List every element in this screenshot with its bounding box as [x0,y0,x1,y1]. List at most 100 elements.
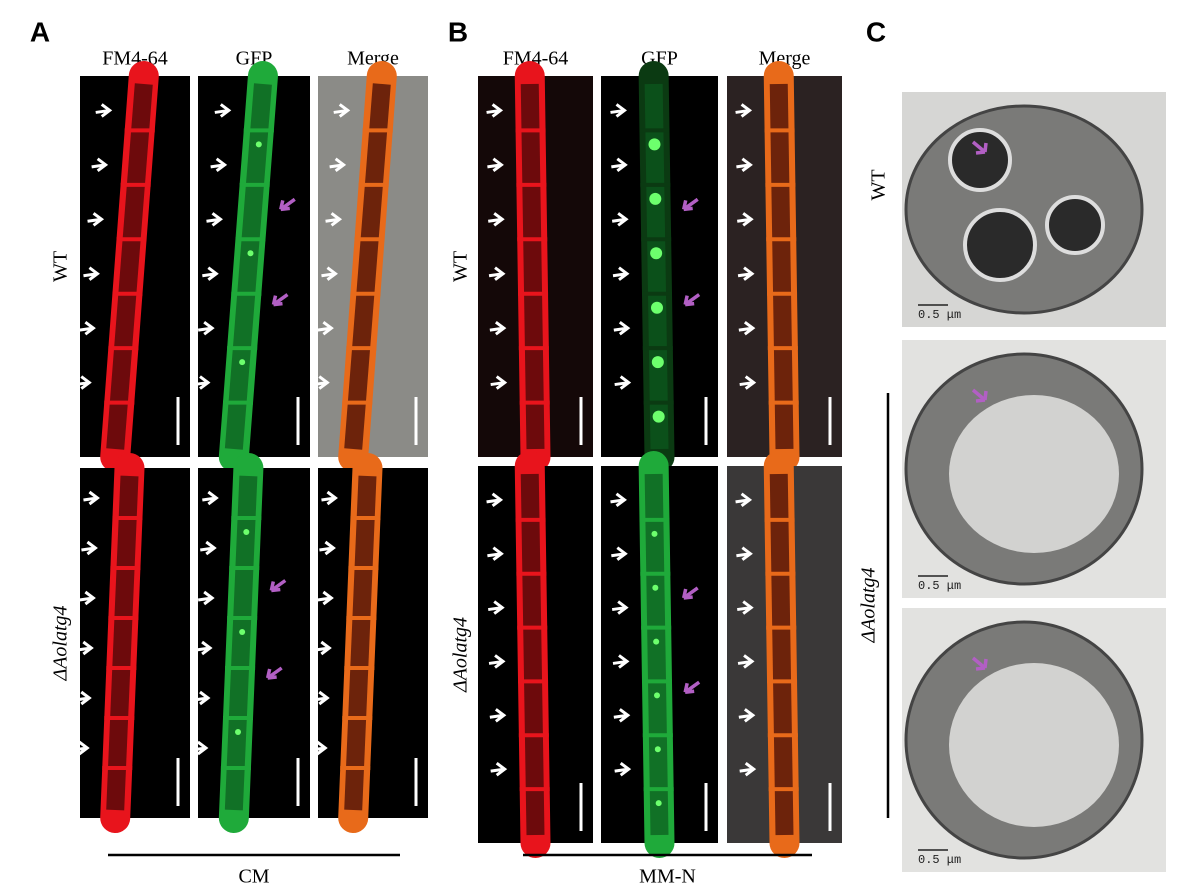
arrow [614,375,632,390]
cell-wall [904,104,1144,315]
vacuole [963,208,1037,282]
arrow [490,375,508,390]
gfp-puncta [239,629,246,635]
arrow [681,586,699,600]
arrow [488,654,506,669]
arrow [739,761,757,777]
row-label: ΔAolatg4 [858,567,880,643]
arrow [271,293,289,307]
arrow [197,320,215,336]
arrow [75,690,92,706]
arrow [333,103,351,118]
arrow [612,266,630,281]
arrow [206,212,223,227]
arrow [313,690,330,706]
gfp-puncta [650,247,663,260]
arrow [613,708,631,723]
arrow [681,197,699,212]
arrow [265,666,283,680]
gfp-puncta [652,584,659,591]
gfp-puncta [648,138,661,151]
vacuole [948,128,1012,192]
gfp-puncta [649,192,662,205]
arrow [737,654,755,669]
row-label: ΔAolatg4 [50,605,72,681]
gfp-puncta [651,356,664,369]
row-label: ΔAolatg4 [450,617,472,693]
arrow [279,197,296,212]
scale-label: 0.5 μm [918,308,961,322]
hypha-lumen [106,83,153,450]
arrow [736,546,753,561]
arrow [971,656,988,671]
vacuole [1045,195,1105,255]
gfp-puncta [239,359,246,366]
arrow [311,740,328,756]
arrow [202,266,219,281]
arrow [83,266,100,281]
hypha-lumen [344,475,377,811]
arrow [683,293,701,307]
gfp-puncta [653,638,660,645]
arrow [81,540,98,556]
gfp-puncta [655,800,662,807]
arrow [737,212,754,227]
vacuole [949,395,1119,553]
arrow [321,490,338,506]
arrow [613,320,631,336]
arrow [197,590,215,606]
arrow [214,103,232,118]
arrow [321,266,338,281]
panel-label: C [866,16,886,47]
arrow [202,490,219,506]
arrow [73,740,90,756]
gfp-puncta [247,250,254,257]
arrow [193,690,211,706]
arrow [611,212,629,227]
gfp-puncta [243,529,250,535]
arrow [487,157,504,173]
arrow [490,761,508,777]
arrow [488,600,505,615]
arrow [739,375,757,390]
hypha-lumen [520,83,545,450]
arrow [735,492,753,508]
arrow [313,375,330,390]
arrow [489,320,507,336]
arrow [317,590,334,606]
arrow [77,640,94,656]
arrow [488,212,505,227]
arrow [489,708,507,723]
arrow [79,320,96,336]
gfp-puncta [652,410,665,423]
arrow [79,590,96,606]
arrow [486,492,504,508]
arrow [325,212,343,227]
arrow [488,266,506,281]
arrow [971,140,988,155]
scale-label: 0.5 μm [918,853,961,867]
arrow [487,546,504,561]
arrow [315,640,332,656]
arrow [83,490,100,506]
gfp-puncta [650,301,663,314]
arrow [269,579,287,593]
arrow [614,761,632,777]
arrow [612,654,630,669]
arrow [329,157,347,173]
gfp-puncta [653,692,660,699]
hypha-lumen [520,473,545,836]
arrow [683,680,701,694]
arrow [610,103,627,118]
arrow [738,320,756,336]
arrow [738,708,756,723]
arrow [210,157,228,173]
arrow [736,157,753,173]
arrow [195,640,213,656]
arrow [971,388,988,403]
row-label: WT [868,169,890,200]
arrow [611,546,628,561]
arrow [191,740,209,756]
arrow [737,600,754,615]
